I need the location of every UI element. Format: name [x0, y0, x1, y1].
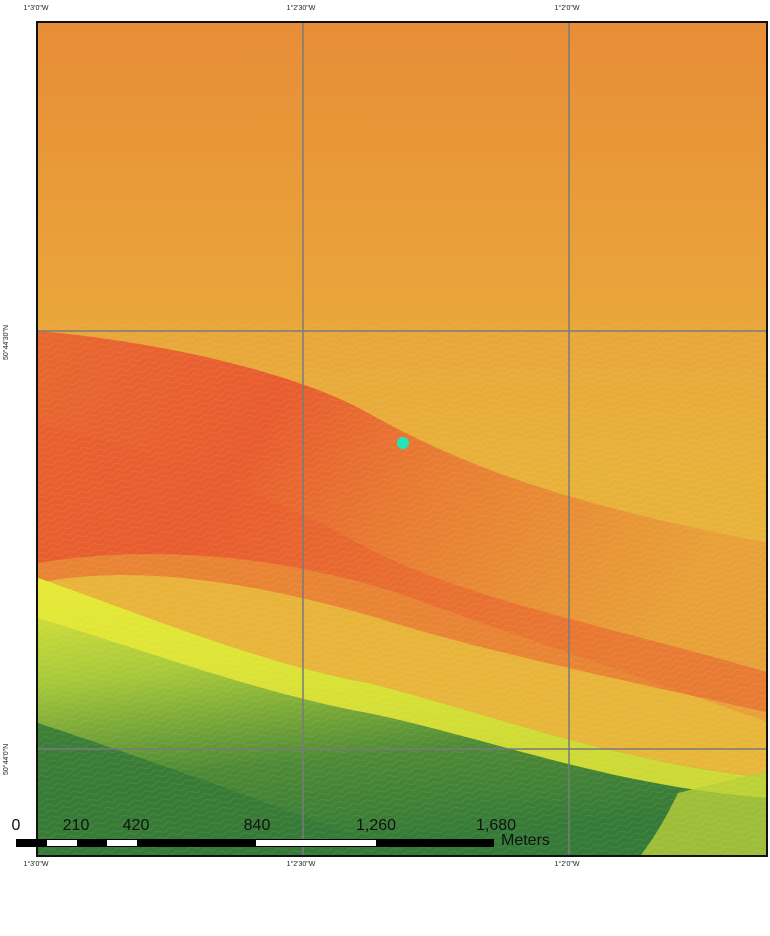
grid-label-bottom-1: 1°3'0"W: [23, 861, 49, 868]
scale-seg-5: [136, 840, 256, 846]
scale-units: Meters: [501, 832, 550, 849]
grid-label-top-3: 1°2'0"W: [554, 5, 580, 12]
grid-label-bottom-2: 1°2'30"W: [286, 861, 316, 868]
scale-seg-1: [17, 840, 47, 846]
scale-label-1260: 1,260: [355, 817, 397, 834]
scale-bar: [16, 839, 494, 847]
grid-label-top-1: 1°3'0"W: [23, 5, 49, 12]
scale-seg-7: [375, 840, 493, 846]
scale-label-210: 210: [62, 817, 90, 834]
scale-label-840: 840: [243, 817, 271, 834]
graticule: [38, 23, 766, 855]
scale-seg-2: [46, 840, 77, 846]
scale-seg-3: [76, 840, 107, 846]
bathymetry-map: [38, 23, 766, 855]
map-frame[interactable]: [36, 21, 768, 857]
grid-label-bottom-3: 1°2'0"W: [554, 861, 580, 868]
scale-seg-4: [106, 840, 137, 846]
grid-label-top-2: 1°2'30"W: [286, 5, 316, 12]
scale-label-420: 420: [122, 817, 150, 834]
scale-seg-6: [256, 840, 376, 846]
scale-label-0: 0: [11, 817, 21, 834]
grid-label-left-2: 50°44'0"N: [3, 743, 10, 775]
sand-waves: [38, 323, 766, 855]
site-marker[interactable]: [397, 437, 409, 449]
scale-label-1680: 1,680: [475, 817, 517, 834]
grid-label-left-1: 50°44'30"N: [3, 324, 10, 360]
